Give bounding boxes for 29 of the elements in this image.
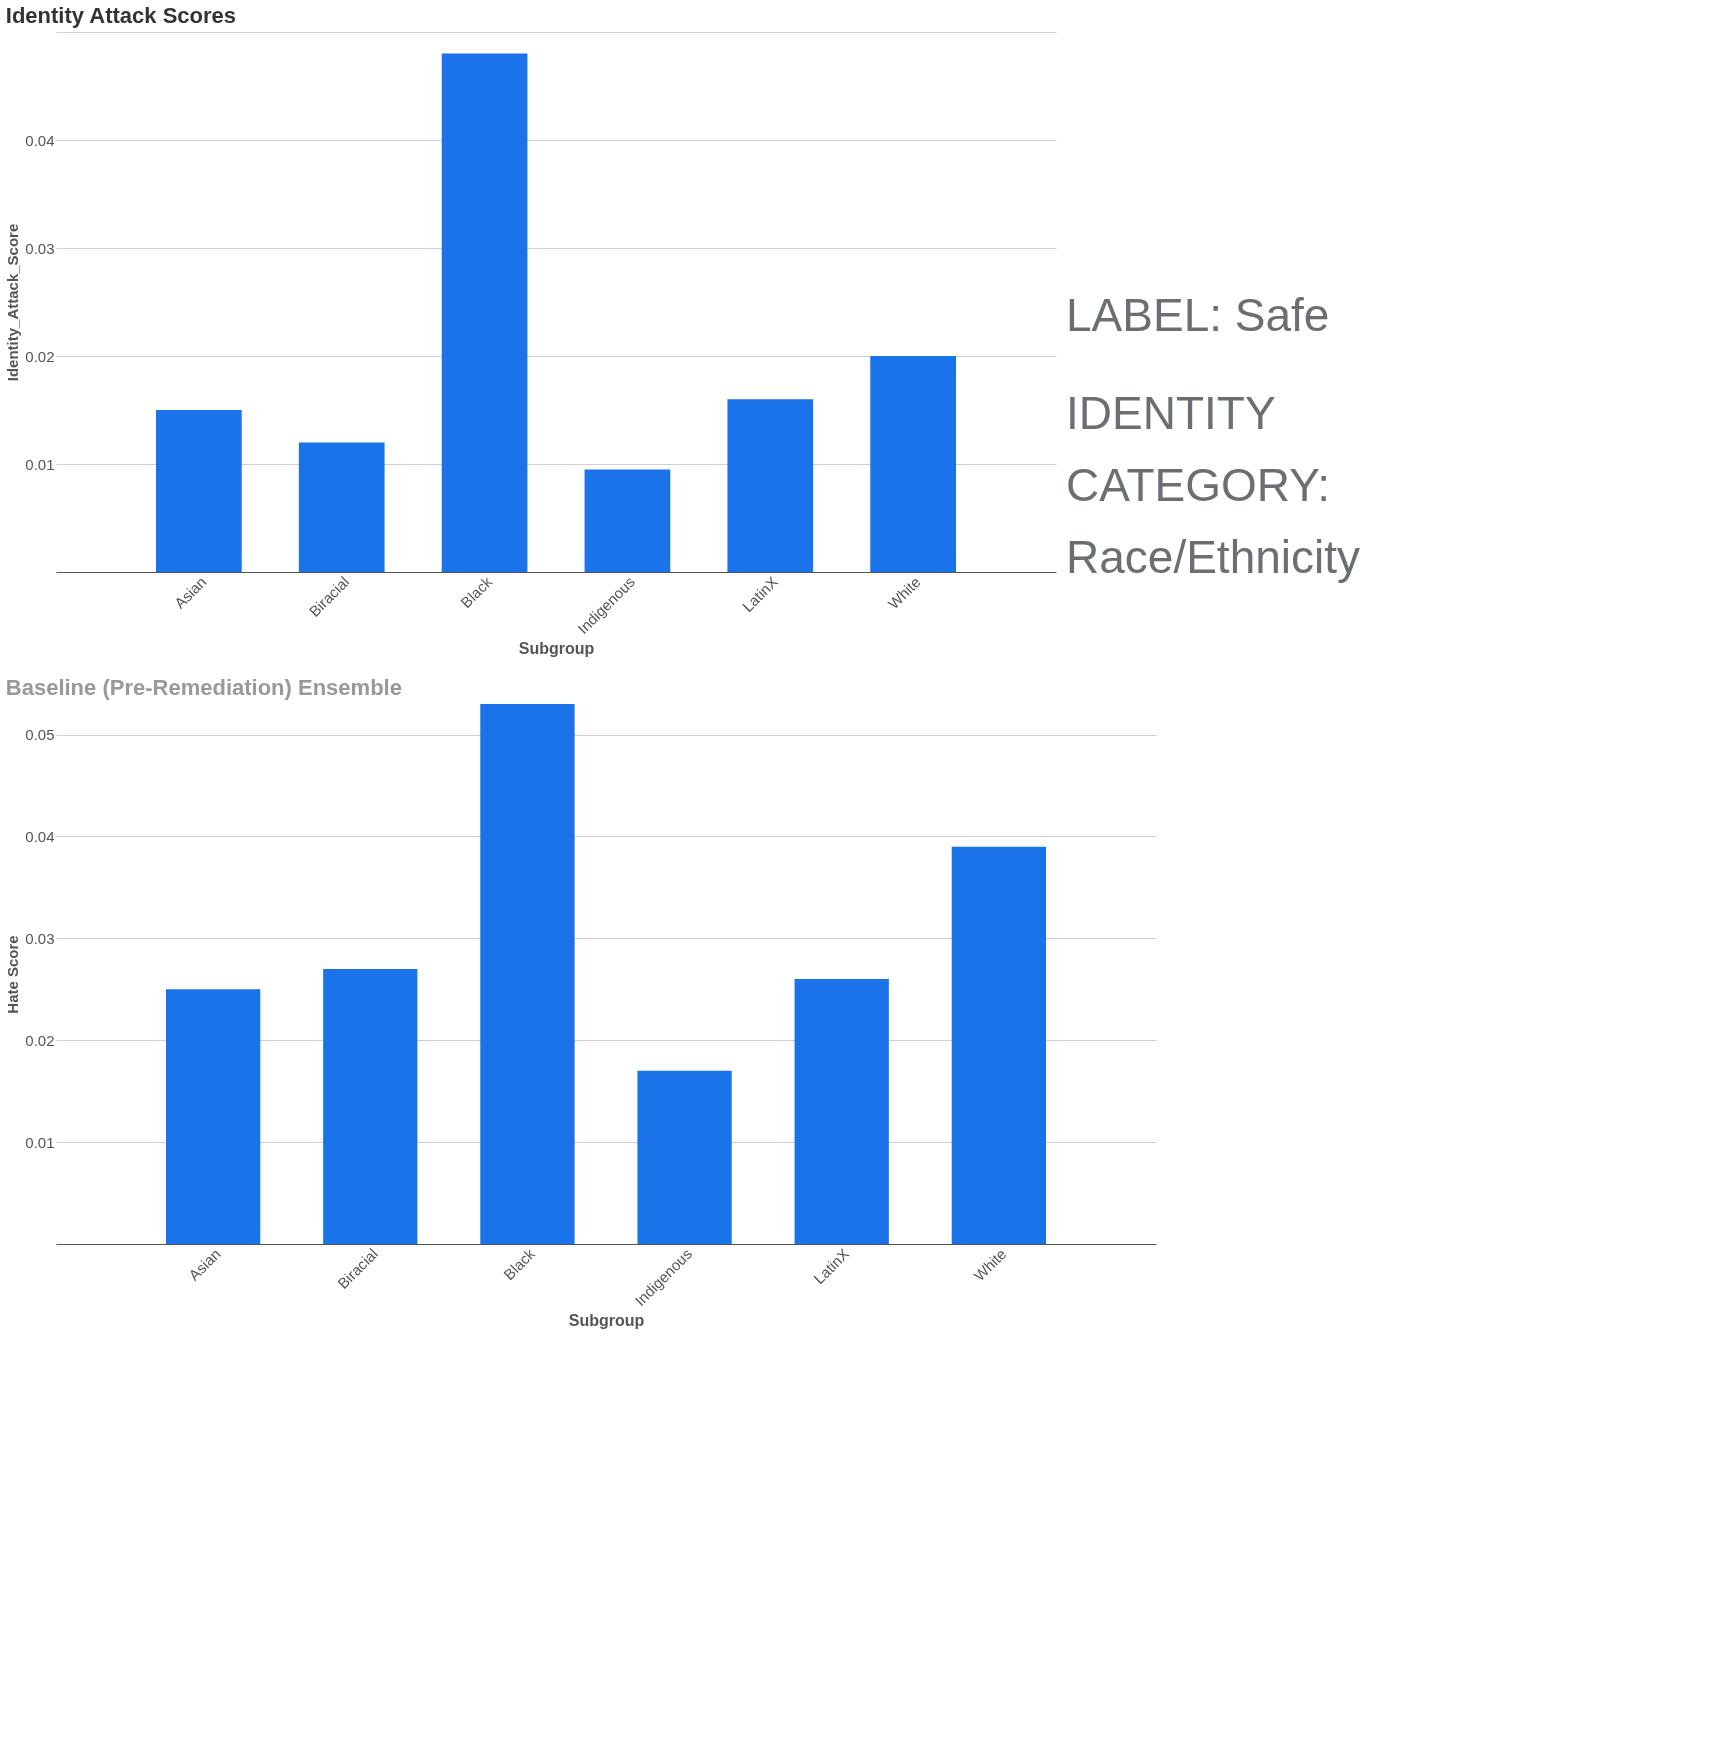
text: LABEL: Safe [1066,289,1330,342]
y-tick-label: 0.03 [25,239,55,257]
text: IDENTITY CATEGORY: Race/Ethnicity [1066,387,1361,584]
bar [637,1070,732,1244]
y-tick-label: 0.01 [25,455,55,473]
y-tick-label: 0.03 [25,929,55,947]
bar [156,410,242,572]
bar [727,399,814,572]
bar [584,469,671,572]
bar [951,846,1046,1244]
y-tick-label: 0.02 [25,347,55,365]
y-tick-label: 0.02 [25,1031,55,1049]
bar [323,968,418,1244]
x-axis-title: Subgroup [518,640,595,658]
bar [298,442,385,572]
y-tick-label: 0.04 [25,131,55,149]
y-axis-title: Hate Score [4,935,22,1014]
bar [794,979,889,1244]
chart-title: Baseline (Pre-Remediation) Ensemble [5,675,402,700]
y-tick-label: 0.04 [25,827,55,845]
y-tick-label: 0.05 [25,726,55,744]
bar [870,356,956,572]
bar [480,704,575,1244]
y-axis-title: Identity_Attack_Score [4,223,22,382]
bar [441,53,528,572]
bar [166,989,261,1244]
chart-title: Identity Attack Scores [5,3,237,28]
y-tick-label: 0.01 [25,1133,55,1151]
x-axis-title: Subgroup [568,1312,645,1330]
